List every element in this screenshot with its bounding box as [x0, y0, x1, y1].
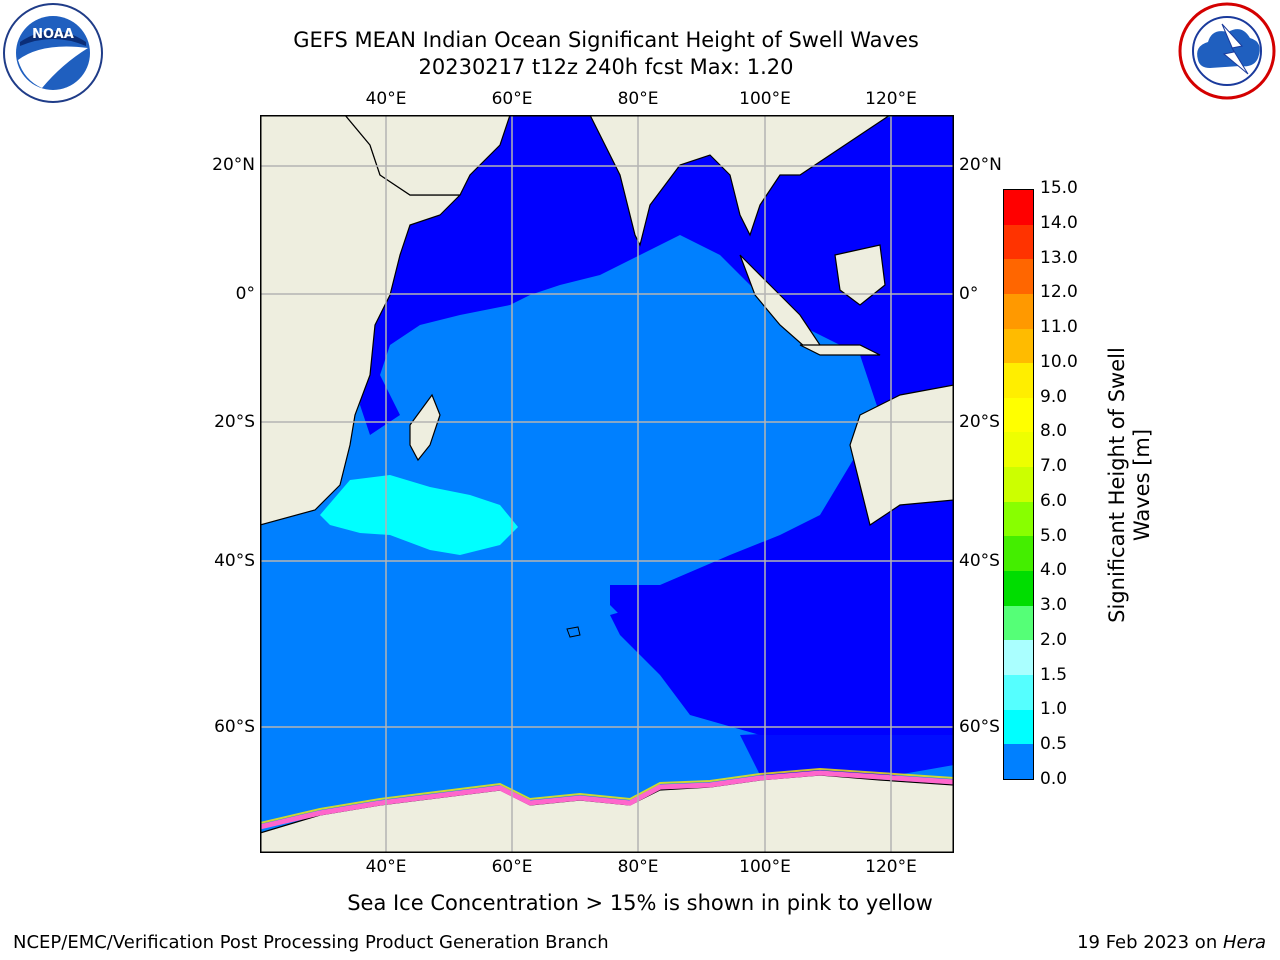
- colorbar-label: 12.0: [1040, 282, 1078, 303]
- land-java: [799, 344, 881, 356]
- land-madagascar: [409, 393, 441, 462]
- colorbar-title-line1: Significant Height of Swell: [1105, 347, 1129, 623]
- colorbar-step: [1004, 432, 1033, 468]
- colorbar-step: [1004, 571, 1033, 606]
- land-kerguelen: [566, 626, 581, 638]
- lat-tick-left: 20°S: [214, 412, 255, 432]
- colorbar-step: [1004, 536, 1033, 572]
- colorbar-step: [1004, 674, 1033, 710]
- lon-tick-bottom: 40°E: [365, 857, 407, 877]
- lon-tick-bottom: 60°E: [491, 857, 533, 877]
- colorbar-label: 5.0: [1040, 525, 1068, 546]
- footer-host: Hera: [1222, 932, 1266, 953]
- colorbar-step: [1004, 293, 1033, 329]
- cyan-swell-patch: [320, 475, 518, 555]
- colorbar-step: [1004, 501, 1033, 537]
- colorbar-step: [1004, 328, 1033, 364]
- footer-left: NCEP/EMC/Verification Post Processing Pr…: [13, 932, 609, 953]
- lon-tick-top: 120°E: [865, 89, 917, 109]
- colorbar: [1003, 189, 1034, 780]
- sea-ice-caption: Sea Ice Concentration > 15% is shown in …: [347, 891, 933, 915]
- lat-tick-right: 20°N: [959, 155, 1002, 175]
- noaa-logo-text: NOAA: [32, 27, 74, 42]
- colorbar-label: 0.5: [1040, 734, 1068, 755]
- colorbar-label: 2.0: [1040, 629, 1068, 650]
- colorbar-label: 4.0: [1040, 560, 1068, 581]
- graticule: [260, 115, 954, 853]
- lon-tick-bottom: 80°E: [617, 857, 659, 877]
- lat-tick-left: 60°S: [214, 717, 255, 737]
- colorbar-step: [1004, 259, 1033, 294]
- map-title: GEFS MEAN Indian Ocean Significant Heigh…: [293, 28, 919, 52]
- colorbar-label: 1.5: [1040, 664, 1068, 685]
- lon-tick-bottom: 100°E: [739, 857, 791, 877]
- lat-tick-right: 60°S: [959, 717, 1000, 737]
- colorbar-label: 13.0: [1040, 247, 1078, 268]
- sea-ice-edge: [260, 770, 954, 830]
- colorbar-step: [1004, 224, 1033, 260]
- lon-tick-top: 100°E: [739, 89, 791, 109]
- footer-right: 19 Feb 2023 on Hera: [1077, 932, 1266, 953]
- colorbar-step: [1004, 467, 1033, 502]
- colorbar-label: 0.0: [1040, 769, 1068, 789]
- colorbar-label: 3.0: [1040, 595, 1068, 616]
- land-india-seasia: [510, 115, 892, 247]
- colorbar-label: 14.0: [1040, 212, 1078, 233]
- colorbar-label: 11.0: [1040, 317, 1078, 338]
- colorbar-step: [1004, 605, 1033, 641]
- colorbar-label: 7.0: [1040, 456, 1068, 477]
- colorbar-step: [1004, 709, 1033, 745]
- land-borneo: [834, 244, 886, 306]
- nws-logo: [1176, 2, 1278, 100]
- lat-tick-left: 20°N: [212, 155, 255, 175]
- colorbar-label: 1.0: [1040, 699, 1068, 720]
- colorbar-step: [1004, 397, 1033, 433]
- land-australia: [849, 384, 954, 526]
- lat-tick-right: 40°S: [959, 551, 1000, 571]
- lon-tick-bottom: 120°E: [865, 857, 917, 877]
- lat-tick-right: 0°: [959, 284, 979, 304]
- footer-date: 19 Feb 2023 on: [1077, 932, 1223, 953]
- colorbar-label: 9.0: [1040, 386, 1068, 407]
- map-panel: [260, 115, 954, 853]
- noaa-logo: NOAA: [2, 2, 104, 104]
- colorbar-label: 8.0: [1040, 421, 1068, 442]
- colorbar-title-line2: Waves [m]: [1130, 428, 1154, 542]
- lon-tick-top: 60°E: [491, 89, 533, 109]
- lon-tick-top: 40°E: [365, 89, 407, 109]
- lat-tick-left: 0°: [235, 284, 255, 304]
- lat-tick-right: 20°S: [959, 412, 1000, 432]
- colorbar-label: 10.0: [1040, 351, 1078, 372]
- lat-tick-left: 40°S: [214, 551, 255, 571]
- lon-tick-top: 80°E: [617, 89, 659, 109]
- colorbar-label: 6.0: [1040, 490, 1068, 511]
- colorbar-label: 15.0: [1040, 178, 1078, 198]
- colorbar-step: [1004, 190, 1033, 225]
- map-subtitle: 20230217 t12z 240h fcst Max: 1.20: [418, 55, 794, 79]
- colorbar-labels: 15.0 14.0 13.0 12.0 11.0 10.0 9.0 8.0 7.0 6.0 5.0 4…: [1040, 178, 1100, 789]
- colorbar-step: [1004, 744, 1033, 779]
- colorbar-step: [1004, 363, 1033, 398]
- ocean-low-swell-southeast: [610, 515, 954, 735]
- colorbar-title: Significant Height of Swell Waves [m]: [1105, 335, 1155, 635]
- colorbar-step: [1004, 640, 1033, 675]
